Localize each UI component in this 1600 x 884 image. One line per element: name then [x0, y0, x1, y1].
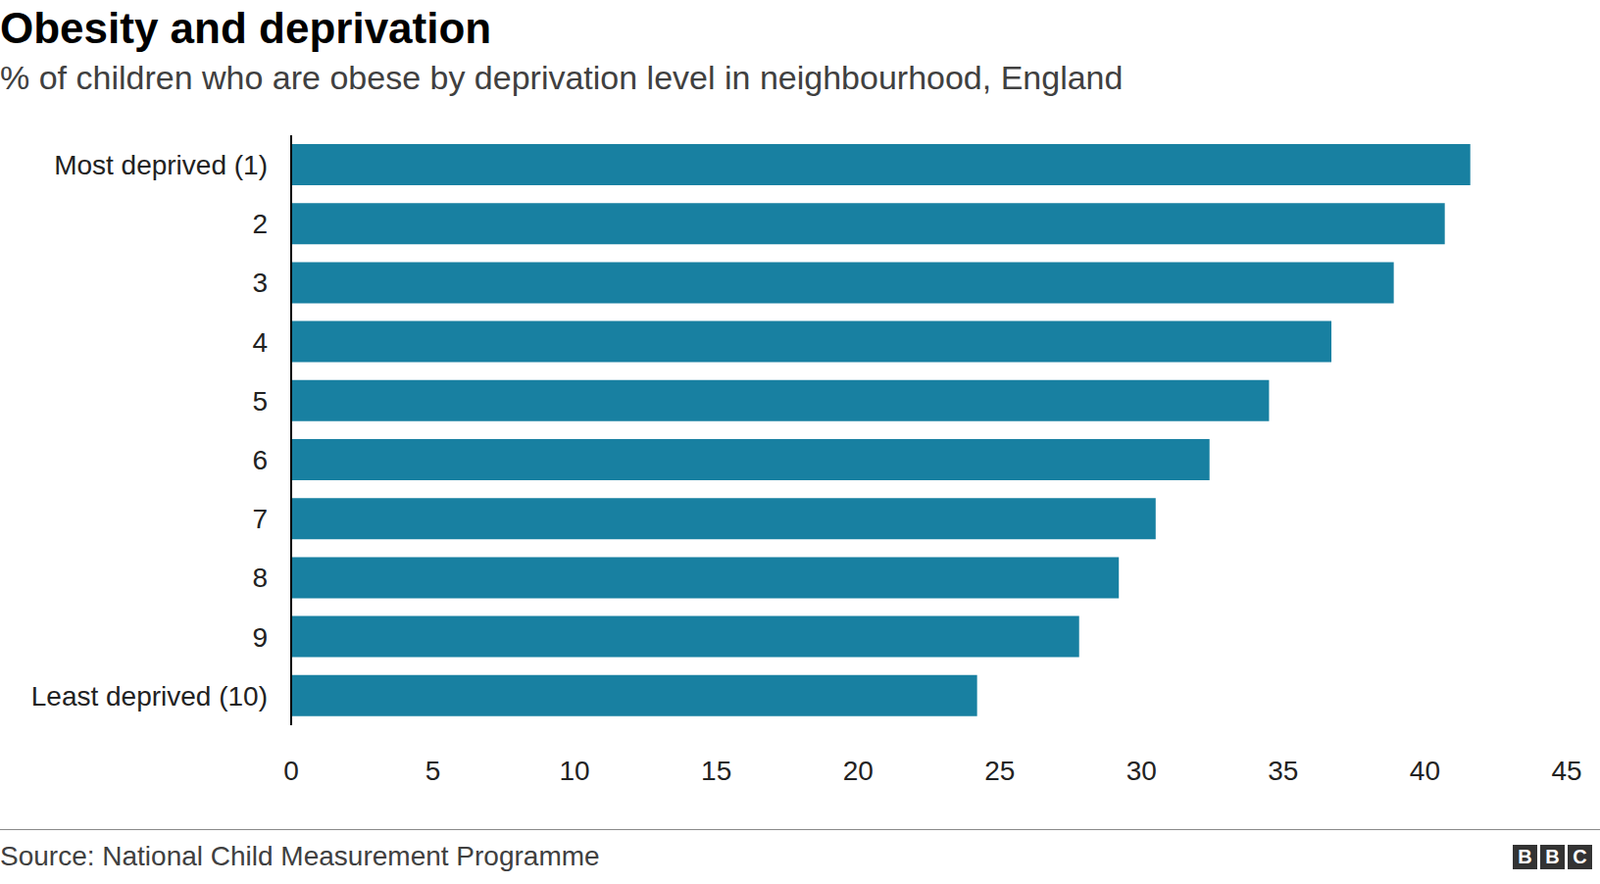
svg-text:0: 0: [283, 755, 300, 787]
svg-text:5: 5: [425, 755, 442, 787]
html-text:B: B: [1545, 846, 1560, 868]
svg-text:25: 25: [984, 755, 1015, 787]
svg-text:5: 5: [251, 386, 268, 417]
html-text:B: B: [1517, 846, 1533, 868]
html-text:Obesity and deprivation: Obesity and deprivation: [0, 3, 492, 52]
svg-text:20: 20: [843, 755, 874, 787]
svg-text:8: 8: [251, 562, 268, 594]
svg-text:Most deprived (1): Most deprived (1): [53, 150, 268, 181]
svg-text:7: 7: [251, 503, 268, 535]
html-text:Source: National Child Measure: Source: National Child Measurement Progr…: [0, 841, 600, 872]
svg-text:45: 45: [1550, 755, 1582, 787]
svg-text:35: 35: [1267, 755, 1299, 787]
html-text:C: C: [1572, 846, 1587, 868]
html-text:% of children who are obese by: % of children who are obese by deprivati…: [0, 58, 1124, 97]
svg-text:Least deprived (10): Least deprived (10): [31, 681, 268, 712]
svg-text:15: 15: [700, 755, 732, 787]
svg-text:10: 10: [559, 755, 591, 787]
svg-text:3: 3: [251, 267, 268, 299]
svg-text:40: 40: [1409, 755, 1441, 787]
svg-text:4: 4: [251, 327, 268, 358]
svg-text:9: 9: [251, 622, 268, 653]
svg-text:2: 2: [251, 208, 268, 240]
svg-text:6: 6: [251, 445, 268, 476]
svg-text:30: 30: [1126, 755, 1157, 787]
